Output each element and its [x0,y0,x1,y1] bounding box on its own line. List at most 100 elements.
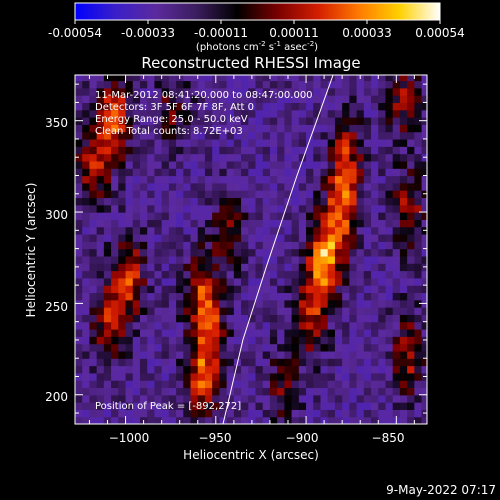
heatmap-pixel [248,124,257,133]
heatmap-pixel [349,109,358,118]
heatmap-pixel [125,131,134,140]
heatmap-pixel [197,387,206,396]
heatmap-pixel [421,270,427,279]
heatmap-pixel [226,197,235,206]
heatmap-pixel [327,292,336,301]
heatmap-pixel [125,409,134,418]
heatmap-pixel [342,314,350,323]
heatmap-pixel [183,109,192,118]
heatmap-pixel [241,409,249,418]
heatmap-pixel [89,204,98,213]
heatmap-pixel [262,212,271,220]
heatmap-pixel [96,372,105,381]
heatmap-pixel [277,197,285,206]
heatmap-pixel [176,307,184,315]
heatmap-pixel [378,197,387,206]
heatmap-pixel [421,387,427,396]
heatmap-pixel [392,138,401,147]
annotation-detectors: Detectors: 3F 5F 6F 7F 8F, Att 0 [95,102,254,113]
heatmap-pixel [320,160,329,169]
heatmap-pixel [356,233,365,242]
heatmap-pixel [197,358,206,367]
heatmap-pixel [219,409,228,418]
heatmap-pixel [154,182,163,191]
heatmap-pixel [378,87,387,96]
heatmap-pixel [334,160,343,169]
heatmap-pixel [125,233,134,242]
heatmap-pixel [197,117,206,125]
heatmap-pixel [392,372,401,381]
heatmap-pixel [161,204,170,213]
heatmap-pixel [392,233,401,242]
heatmap-pixel [414,307,423,315]
heatmap-pixel [363,314,372,323]
heatmap-pixel [197,241,206,250]
heatmap-pixel [342,182,350,191]
heatmap-pixel [161,285,170,294]
heatmap-pixel [385,146,394,155]
heatmap-pixel [399,372,408,381]
heatmap-pixel [183,124,192,133]
heatmap-pixel [269,416,278,424]
heatmap-pixel [421,350,427,359]
heatmap-pixel [241,321,249,330]
heatmap-pixel [306,328,314,337]
heatmap-pixel [75,307,83,315]
heatmap-pixel [212,328,221,337]
heatmap-pixel [118,321,127,330]
heatmap-pixel [226,95,235,104]
heatmap-pixel [269,226,278,235]
heatmap-pixel [125,87,134,96]
heatmap-pixel [399,387,408,396]
heatmap-pixel [291,138,300,147]
heatmap-pixel [103,277,112,286]
heatmap-pixel [342,124,350,133]
heatmap-pixel [277,314,285,323]
heatmap-pixel [320,285,329,294]
heatmap-pixel [277,292,285,301]
heatmap-pixel [132,314,141,323]
heatmap-pixel [349,328,358,337]
heatmap-pixel [407,109,415,118]
heatmap-pixel [262,182,271,191]
heatmap-pixel [277,402,285,410]
heatmap-pixel [154,109,163,118]
heatmap-pixel [342,299,350,308]
heatmap-pixel [320,204,329,213]
heatmap-pixel [96,365,105,374]
heatmap-pixel [356,409,365,418]
heatmap-pixel [190,394,199,403]
heatmap-pixel [291,343,300,352]
heatmap-pixel [82,336,91,345]
heatmap-pixel [277,117,285,125]
heatmap-pixel [197,182,206,191]
heatmap-pixel [371,336,379,345]
heatmap-pixel [190,182,199,191]
heatmap-pixel [226,146,235,155]
heatmap-pixel [147,153,156,162]
heatmap-pixel [82,117,91,125]
heatmap-pixel [125,168,134,177]
heatmap-pixel [212,299,221,308]
heatmap-pixel [233,270,242,279]
heatmap-pixel [327,285,336,294]
heatmap-pixel [190,416,199,424]
heatmap-pixel [147,358,156,367]
heatmap-pixel [212,358,221,367]
colorbar-tick-label-5: 0.00054 [415,26,465,40]
heatmap-pixel [392,380,401,389]
heatmap-pixel [284,117,293,125]
heatmap-pixel [407,80,415,89]
heatmap-pixel [226,168,235,177]
heatmap-pixel [147,380,156,389]
x-axis-label: Heliocentric X (arcsec) [183,448,319,462]
heatmap-pixel [298,95,307,104]
heatmap-pixel [298,299,307,308]
heatmap-pixel [125,416,134,424]
heatmap-pixel [197,321,206,330]
heatmap-pixel [241,380,249,389]
heatmap-pixel [147,416,156,424]
heatmap-pixel [132,409,141,418]
heatmap-pixel [262,109,271,118]
heatmap-pixel [183,248,192,257]
